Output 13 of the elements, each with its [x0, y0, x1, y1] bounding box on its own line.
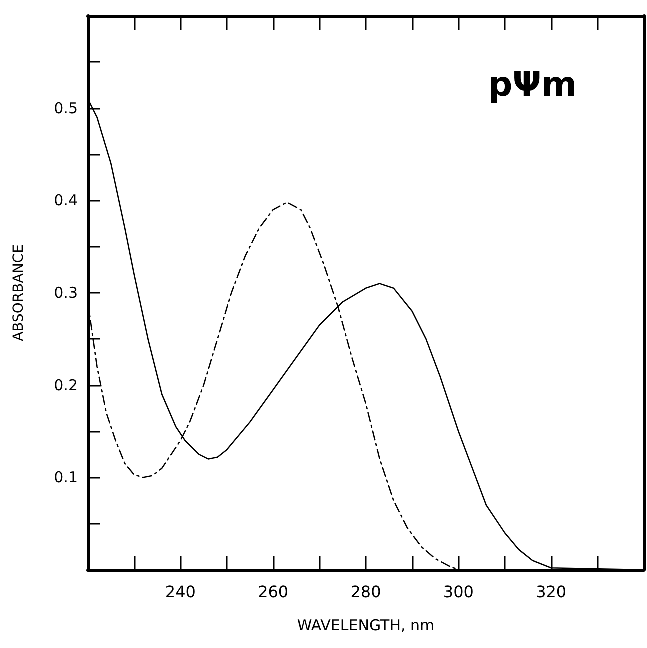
x-tick-label: 240 [165, 582, 196, 602]
x-axis-title: WAVELENGTH, nm [297, 616, 435, 634]
x-tick-label: 280 [350, 582, 382, 602]
y-tick-label: 0.1 [54, 468, 78, 487]
y-tick-label: 0.2 [54, 376, 78, 394]
y-tick-label: 0.5 [54, 99, 78, 118]
x-tick-label: 300 [443, 582, 474, 602]
y-axis-title: ABSORBANCE [11, 244, 27, 342]
y-tick-label: 0.4 [54, 192, 78, 210]
y-tick-label: 0.3 [54, 284, 78, 302]
x-tick-label: 260 [258, 582, 289, 602]
annotation: pΨm [488, 65, 578, 105]
x-tick-label: 320 [536, 582, 567, 602]
